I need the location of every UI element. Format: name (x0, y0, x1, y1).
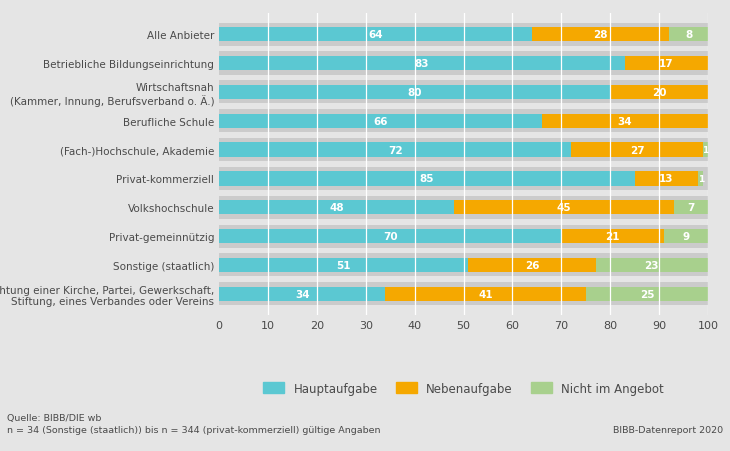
Text: 8: 8 (685, 30, 692, 40)
Bar (219, 86, 610, 100)
Legend: Hauptaufgabe, Nebenaufgabe, Nicht im Angebot: Hauptaufgabe, Nebenaufgabe, Nicht im Ang… (257, 376, 670, 401)
Text: 9: 9 (683, 231, 690, 242)
Bar (674, 201, 708, 215)
Bar (219, 196, 708, 219)
Text: 27: 27 (630, 145, 645, 155)
Text: 25: 25 (639, 289, 654, 299)
Bar (561, 230, 664, 244)
Text: 64: 64 (368, 30, 383, 40)
Bar (385, 287, 586, 301)
Bar (703, 143, 708, 157)
Text: 51: 51 (337, 260, 351, 270)
Bar (532, 28, 669, 42)
Bar (219, 52, 708, 75)
Text: 7: 7 (687, 203, 695, 213)
Text: 28: 28 (593, 30, 608, 40)
Text: 21: 21 (605, 231, 620, 242)
Bar (219, 287, 385, 301)
Bar (625, 57, 708, 71)
Bar (219, 57, 625, 71)
Text: 45: 45 (556, 203, 571, 213)
Bar (699, 172, 703, 186)
Bar (635, 172, 699, 186)
Text: BIBB-Datenreport 2020: BIBB-Datenreport 2020 (612, 425, 723, 434)
Bar (596, 258, 708, 272)
Bar (664, 230, 708, 244)
Bar (669, 28, 708, 42)
Bar (571, 143, 703, 157)
Text: 72: 72 (388, 145, 402, 155)
Bar (219, 225, 708, 248)
Text: 41: 41 (478, 289, 493, 299)
Bar (219, 81, 708, 104)
Text: Quelle: BIBB/DIE wb: Quelle: BIBB/DIE wb (7, 413, 101, 422)
Bar (610, 86, 708, 100)
Bar (219, 201, 454, 215)
Text: 48: 48 (329, 203, 344, 213)
Bar (219, 23, 708, 46)
Bar (219, 283, 708, 306)
Bar (542, 114, 708, 129)
Bar (219, 254, 708, 277)
Bar (454, 201, 674, 215)
Bar (586, 287, 708, 301)
Bar (219, 167, 708, 190)
Text: 13: 13 (659, 174, 674, 184)
Text: 20: 20 (652, 87, 666, 98)
Text: n = 34 (Sonstige (staatlich)) bis n = 344 (privat-kommerziell) gültige Angaben: n = 34 (Sonstige (staatlich)) bis n = 34… (7, 425, 381, 434)
Bar (219, 172, 635, 186)
Text: 34: 34 (618, 116, 632, 126)
Text: 26: 26 (525, 260, 539, 270)
Text: 66: 66 (373, 116, 388, 126)
Bar (219, 110, 708, 133)
Bar (219, 230, 561, 244)
Bar (219, 114, 542, 129)
Text: 17: 17 (659, 59, 674, 69)
Text: 83: 83 (415, 59, 429, 69)
Text: 1: 1 (698, 175, 704, 184)
Text: 70: 70 (383, 231, 398, 242)
Bar (219, 258, 469, 272)
Bar (219, 28, 532, 42)
Text: 80: 80 (407, 87, 422, 98)
Text: 85: 85 (420, 174, 434, 184)
Text: 23: 23 (645, 260, 659, 270)
Text: 1: 1 (702, 146, 709, 155)
Text: 34: 34 (295, 289, 310, 299)
Bar (219, 143, 571, 157)
Bar (219, 139, 708, 162)
Bar (469, 258, 596, 272)
